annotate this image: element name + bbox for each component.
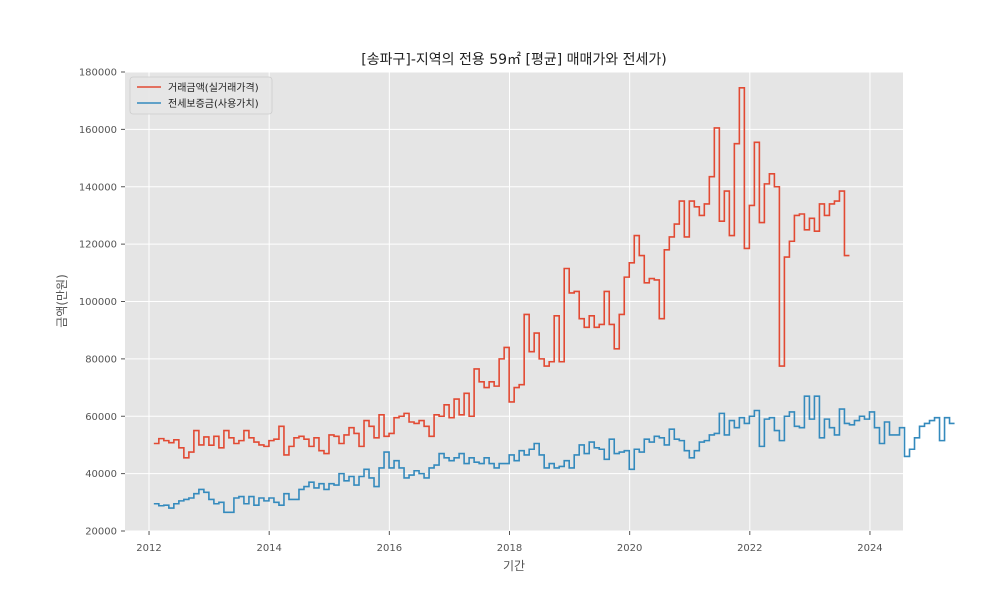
legend: 거래금액(실거래가격) 전세보증금(사용가치): [129, 76, 273, 115]
y-tick-label: 120000: [79, 240, 117, 251]
legend-box: [129, 76, 273, 115]
x-tick-label: 2016: [377, 543, 402, 554]
y-tick-label: 180000: [79, 68, 117, 79]
y-tick-label: 140000: [79, 182, 117, 193]
series-line-sale: [153, 86, 850, 459]
series-line-jeonse: [153, 395, 955, 514]
y-tick-labels: 20000 40000 60000 80000 100000 120000 140000 16…: [79, 68, 125, 538]
y-axis-label: 금액(만원): [55, 274, 69, 328]
x-tick-label: 2014: [256, 543, 281, 554]
y-tick-label: 60000: [85, 412, 117, 423]
chart-title: [송파구]-지역의 전용 59㎡ [평균] 매매가와 전세가): [361, 52, 666, 68]
y-tick-label: 160000: [79, 125, 117, 136]
y-tick-label: 40000: [85, 469, 117, 480]
x-tick-label: 2020: [617, 543, 642, 554]
series-layer: [153, 86, 955, 514]
x-axis-label: 기간: [503, 559, 525, 573]
x-tick-label: 2012: [136, 543, 161, 554]
y-tick-label: 20000: [85, 527, 117, 538]
x-tick-label: 2024: [857, 543, 882, 554]
legend-label-jeonse: 전세보증금(사용가치): [168, 98, 259, 110]
x-tick-label: 2018: [497, 543, 522, 554]
x-tick-labels: 2012 2014 2016 2018 2020 2022 2024: [136, 531, 883, 554]
x-tick-label: 2022: [737, 543, 762, 554]
y-tick-label: 100000: [79, 297, 117, 308]
y-tick-label: 80000: [85, 354, 117, 365]
grid-lines: [125, 71, 903, 532]
legend-label-sale: 거래금액(실거래가격): [168, 81, 259, 94]
